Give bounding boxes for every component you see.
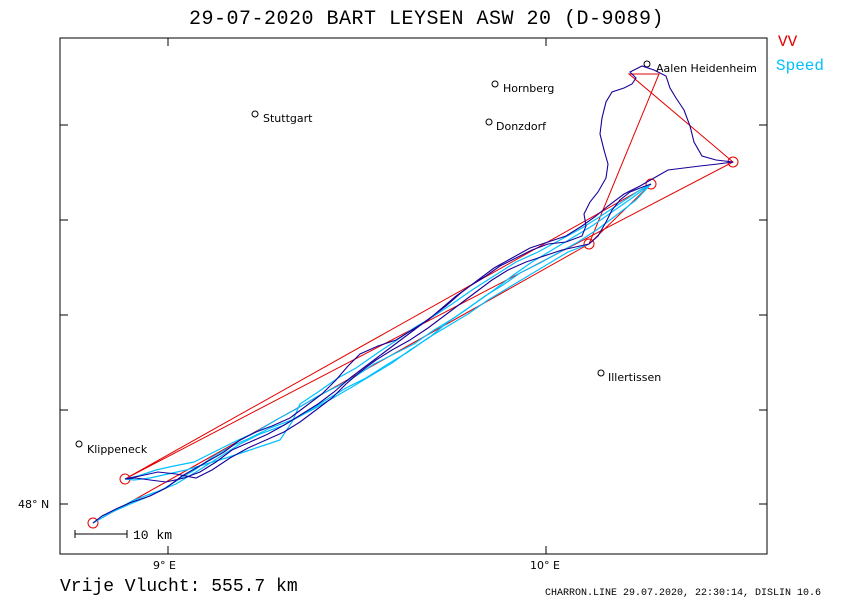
place-label-stuttgart: Stuttgart: [263, 112, 313, 125]
turnpoint-start: [87, 517, 99, 529]
task-legs: [87, 73, 739, 529]
scale-bar: 10 km: [74, 528, 172, 543]
task-leg-line: [92, 73, 734, 524]
place-markers: Aalen Heidenheim Hornberg Stuttgart Donz…: [75, 60, 757, 456]
turnpoint-2: [583, 238, 595, 250]
legend-vv: VV: [778, 33, 798, 51]
place-label-hornberg: Hornberg: [503, 82, 554, 95]
speed-track: [92, 183, 652, 524]
legend-speed: Speed: [776, 57, 825, 75]
distance-summary: Vrije Vlucht: 555.7 km: [60, 577, 298, 597]
map-frame: [59, 37, 768, 555]
turnpoint-4: [727, 156, 739, 168]
lon-label-10: 10° E: [530, 559, 560, 572]
place-marker-donzdorf: [485, 118, 493, 126]
lon-label-9: 9° E: [153, 559, 176, 572]
place-label-aalen: Aalen Heidenheim: [656, 62, 757, 75]
place-marker-illertissen: [597, 369, 605, 377]
scale-bar-label: 10 km: [133, 528, 172, 543]
turnpoint-3: [645, 178, 657, 190]
place-marker-aalen: [643, 60, 651, 68]
place-marker-klippeneck: [75, 440, 83, 448]
lat-label-48: 48° N: [18, 498, 49, 511]
place-label-illertissen: Illertissen: [608, 371, 661, 384]
place-marker-hornberg: [491, 80, 499, 88]
place-label-klippeneck: Klippeneck: [87, 443, 148, 456]
place-label-donzdorf: Donzdorf: [496, 120, 547, 133]
lat-ticks: [60, 38, 767, 554]
place-marker-stuttgart: [251, 110, 259, 118]
footer-info: CHARRON.LINE 29.07.2020, 22:30:14, DISLI…: [545, 588, 822, 599]
chart-title: 29-07-2020 BART LEYSEN ASW 20 (D-9089): [188, 8, 665, 31]
gps-track: [92, 65, 734, 524]
